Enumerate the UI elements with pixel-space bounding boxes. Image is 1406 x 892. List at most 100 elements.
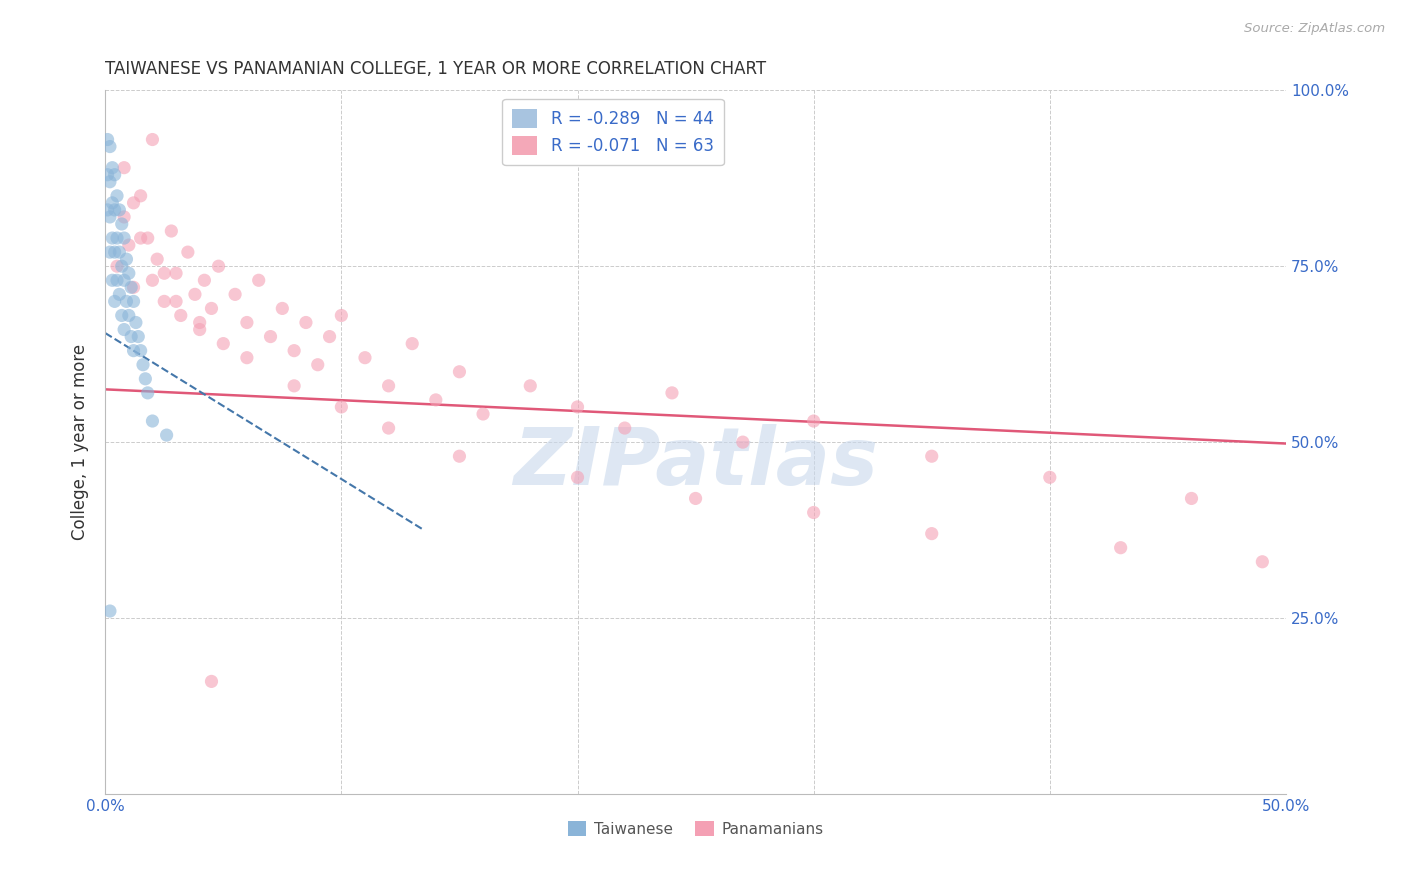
Point — [136, 385, 159, 400]
Point — [318, 329, 340, 343]
Point — [122, 343, 145, 358]
Point — [104, 245, 127, 260]
Point — [377, 379, 399, 393]
Point — [330, 400, 353, 414]
Y-axis label: College, 1 year or more: College, 1 year or more — [72, 344, 89, 541]
Point — [803, 414, 825, 428]
Point — [661, 385, 683, 400]
Point — [134, 372, 156, 386]
Point — [98, 139, 121, 153]
Point — [307, 358, 329, 372]
Point — [188, 322, 211, 336]
Point — [153, 266, 176, 280]
Point — [188, 316, 211, 330]
Point — [354, 351, 377, 365]
Point — [111, 259, 134, 273]
Point — [193, 273, 215, 287]
Point — [132, 358, 155, 372]
Point — [165, 294, 187, 309]
Point — [685, 491, 707, 506]
Point — [136, 231, 159, 245]
Point — [104, 294, 127, 309]
Point — [101, 161, 124, 175]
Point — [129, 343, 152, 358]
Point — [115, 294, 138, 309]
Point — [108, 287, 131, 301]
Point — [120, 280, 142, 294]
Point — [921, 526, 943, 541]
Point — [153, 294, 176, 309]
Point — [105, 189, 128, 203]
Point — [97, 202, 120, 217]
Point — [271, 301, 294, 316]
Point — [101, 195, 124, 210]
Point — [97, 132, 120, 146]
Point — [1251, 555, 1274, 569]
Point — [401, 336, 423, 351]
Point — [141, 273, 163, 287]
Point — [236, 351, 259, 365]
Point — [212, 336, 235, 351]
Point — [449, 449, 471, 463]
Point — [1039, 470, 1062, 484]
Point — [236, 316, 259, 330]
Point — [207, 259, 229, 273]
Point — [122, 294, 145, 309]
Point — [111, 217, 134, 231]
Point — [141, 414, 163, 428]
Legend: Taiwanese, Panamanians: Taiwanese, Panamanians — [561, 814, 830, 843]
Point — [112, 161, 135, 175]
Point — [98, 604, 121, 618]
Point — [101, 231, 124, 245]
Point — [118, 309, 141, 323]
Point — [104, 168, 127, 182]
Point — [613, 421, 636, 435]
Point — [127, 329, 149, 343]
Point — [259, 329, 281, 343]
Point — [731, 435, 754, 450]
Point — [156, 428, 179, 442]
Point — [160, 224, 183, 238]
Point — [141, 132, 163, 146]
Point — [111, 309, 134, 323]
Point — [519, 379, 541, 393]
Text: ZIPatlas: ZIPatlas — [513, 425, 879, 502]
Point — [112, 322, 135, 336]
Point — [122, 280, 145, 294]
Text: Source: ZipAtlas.com: Source: ZipAtlas.com — [1244, 22, 1385, 36]
Point — [112, 273, 135, 287]
Point — [105, 273, 128, 287]
Point — [184, 287, 207, 301]
Point — [170, 309, 193, 323]
Point — [377, 421, 399, 435]
Point — [118, 266, 141, 280]
Point — [108, 202, 131, 217]
Point — [567, 400, 589, 414]
Point — [146, 252, 169, 267]
Point — [115, 252, 138, 267]
Point — [165, 266, 187, 280]
Point — [200, 674, 222, 689]
Point — [98, 210, 121, 224]
Point — [247, 273, 270, 287]
Point — [200, 301, 222, 316]
Point — [1180, 491, 1202, 506]
Point — [567, 470, 589, 484]
Point — [129, 189, 152, 203]
Point — [449, 365, 471, 379]
Point — [108, 245, 131, 260]
Point — [125, 316, 148, 330]
Point — [921, 449, 943, 463]
Text: TAIWANESE VS PANAMANIAN COLLEGE, 1 YEAR OR MORE CORRELATION CHART: TAIWANESE VS PANAMANIAN COLLEGE, 1 YEAR … — [105, 60, 766, 78]
Point — [224, 287, 246, 301]
Point — [803, 506, 825, 520]
Point — [98, 175, 121, 189]
Point — [112, 231, 135, 245]
Point — [1109, 541, 1132, 555]
Point — [101, 273, 124, 287]
Point — [283, 379, 305, 393]
Point — [129, 231, 152, 245]
Point — [330, 309, 353, 323]
Point — [472, 407, 495, 421]
Point — [295, 316, 318, 330]
